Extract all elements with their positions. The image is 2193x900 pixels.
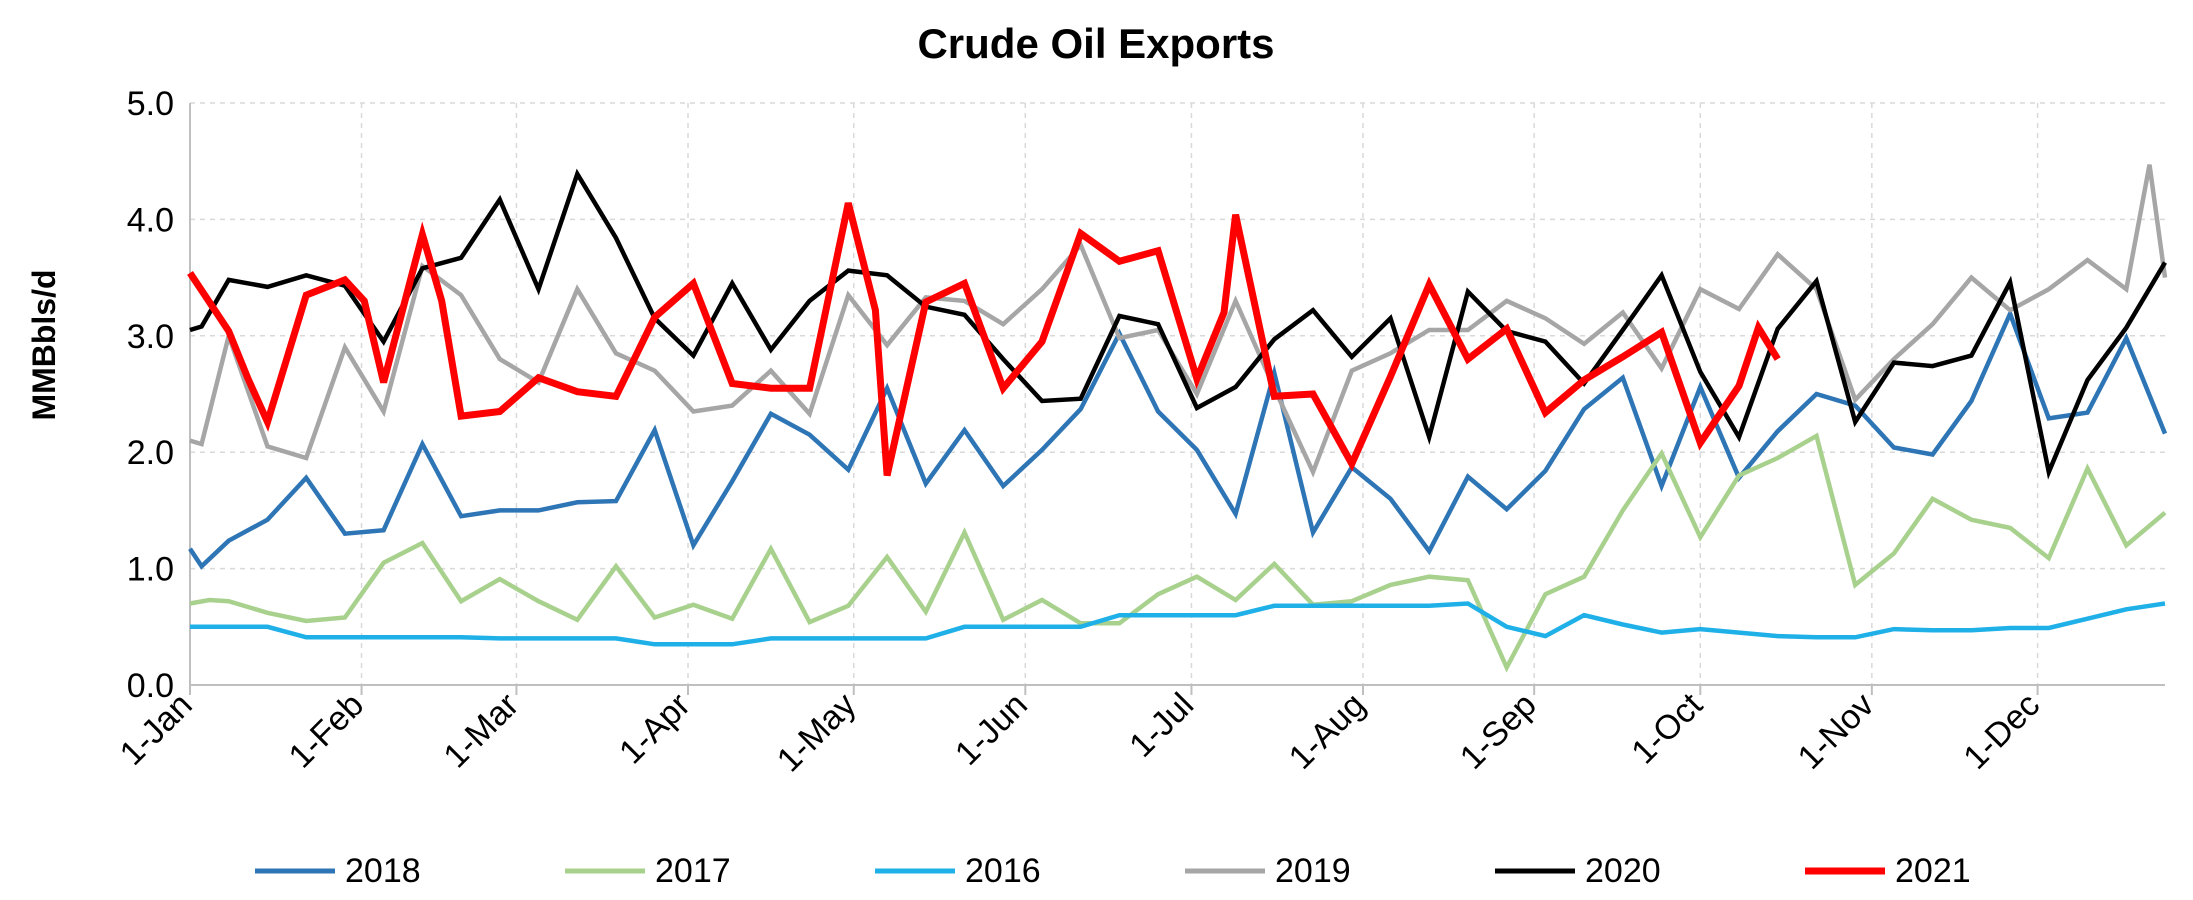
y-tick-label: 0.0 xyxy=(127,667,174,705)
x-tick-label: 1-Feb xyxy=(282,686,372,776)
y-tick-label: 1.0 xyxy=(127,551,174,589)
x-tick-label: 1-Aug xyxy=(1282,686,1373,777)
x-tick-label: 1-Sep xyxy=(1453,686,1544,777)
x-tick-label: 1-Jun xyxy=(948,686,1035,773)
series-line-2020 xyxy=(189,168,2167,480)
legend-label-2019: 2019 xyxy=(1275,852,1351,890)
y-tick-label: 2.0 xyxy=(127,434,174,472)
x-tick-label: 1-Oct xyxy=(1624,685,1710,771)
legend-label-2016: 2016 xyxy=(965,852,1041,890)
x-tick-label: 1-Nov xyxy=(1790,686,1881,777)
series-lines xyxy=(187,164,2168,673)
legend-label-2017: 2017 xyxy=(655,852,731,890)
y-tick-label: 5.0 xyxy=(127,85,174,123)
series-line-2017 xyxy=(189,432,2167,673)
series-line-2018 xyxy=(188,307,2168,570)
series-line-2016 xyxy=(190,601,2166,647)
legend-label-2018: 2018 xyxy=(345,852,421,890)
y-tick-label: 4.0 xyxy=(127,201,174,239)
x-tick-label: 1-May xyxy=(770,686,864,780)
y-axis-label: MMBbls/d xyxy=(26,269,62,420)
y-tick-label: 3.0 xyxy=(127,318,174,356)
x-tick-label: 1-Jul xyxy=(1122,686,1201,765)
legend-label-2021: 2021 xyxy=(1895,852,1971,890)
legend-label-2020: 2020 xyxy=(1585,852,1661,890)
series-line-2021 xyxy=(187,202,1781,477)
grid-lines xyxy=(190,102,2165,685)
x-tick-label: 1-Mar xyxy=(436,686,526,776)
axes: 0.01.02.03.04.05.01-Jan 1-Feb 1-Mar 1-Apr 1-… xyxy=(113,85,2165,779)
x-tick-label: 1-Dec xyxy=(1956,686,2047,777)
legend: 2018 2017 2016 2019 2020 2021 xyxy=(255,852,1971,890)
x-tick-label: 1-Apr xyxy=(612,686,698,772)
chart-title: Crude Oil Exports xyxy=(917,20,1274,67)
